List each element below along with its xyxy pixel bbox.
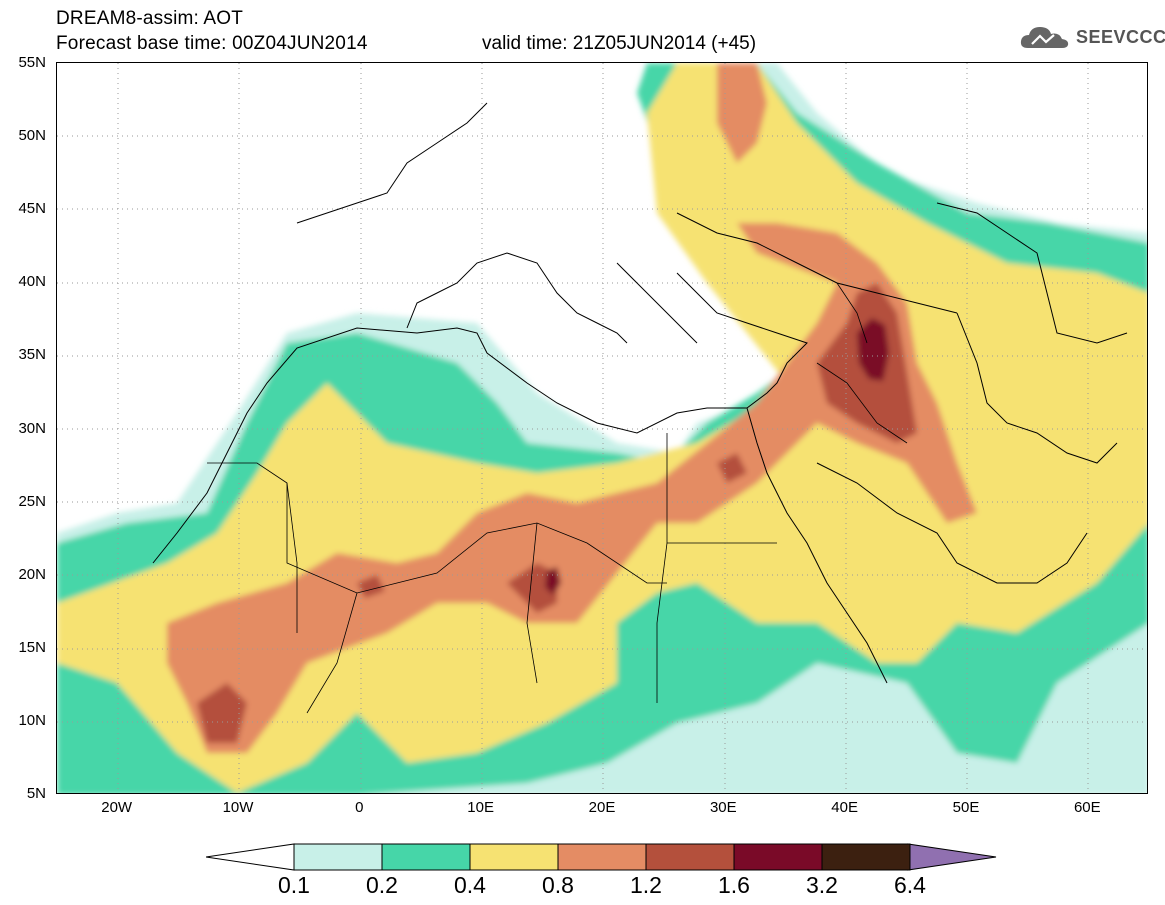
colorbar-segment <box>557 843 647 871</box>
lat-label: 20N <box>18 565 46 583</box>
forecast-base-time: Forecast base time: 00Z04JUN2014 <box>56 33 368 54</box>
aot-level-0-8-north <box>717 63 767 163</box>
lat-label: 35N <box>18 346 46 364</box>
lon-label: 20E <box>588 799 616 816</box>
colorbar <box>205 842 998 872</box>
colorbar-under-arrow <box>205 843 295 871</box>
aot-level-1-2-west <box>197 683 247 743</box>
map-title: DREAM8-assim: AOT <box>56 8 244 29</box>
colorbar-label: 0.2 <box>366 872 398 898</box>
aot-level-1-2-egypt <box>717 453 747 483</box>
aot-level-1-6-chad <box>545 567 561 595</box>
seevccc-logo: SEEVCCC <box>1018 22 1165 52</box>
map-area[interactable] <box>56 62 1148 794</box>
colorbar-label: 6.4 <box>894 872 926 898</box>
lat-label: 25N <box>18 492 46 510</box>
colorbar-label: 3.2 <box>806 872 838 898</box>
colorbar-segment <box>733 843 823 871</box>
lon-label: 30E <box>709 799 737 816</box>
lat-label: 5N <box>26 785 46 802</box>
colorbar-label: 0.4 <box>454 872 486 898</box>
aot-level-1-2-sahel <box>507 563 557 613</box>
lon-label: 10W <box>222 799 254 816</box>
lat-label: 45N <box>18 200 46 218</box>
aot-field-map <box>57 63 1147 793</box>
lon-label: 0 <box>355 799 364 816</box>
cloud-icon <box>1020 27 1069 48</box>
aot-shading <box>57 63 1147 793</box>
colorbar-over-arrow <box>907 843 997 871</box>
colorbar-label: 0.8 <box>542 872 574 898</box>
colorbar-segment <box>821 843 911 871</box>
colorbar-segment <box>293 843 383 871</box>
lat-label: 10N <box>18 711 46 729</box>
colorbar-segment <box>381 843 471 871</box>
colorbar-label: 1.6 <box>718 872 750 898</box>
lon-label: 40E <box>831 799 858 816</box>
lat-label: 30N <box>18 419 46 437</box>
lat-label: 15N <box>18 638 46 656</box>
aot-level-1-2-mali <box>357 575 385 598</box>
lon-label: 20W <box>101 799 133 816</box>
colorbar-label: 1.2 <box>630 872 662 898</box>
colorbar-segment <box>469 843 559 871</box>
lat-label: 40N <box>18 273 46 291</box>
valid-time: valid time: 21Z05JUN2014 (+45) <box>482 33 757 54</box>
colorbar-label: 0.1 <box>278 872 310 898</box>
country-borders <box>207 282 908 714</box>
lon-label: 50E <box>952 799 980 816</box>
lat-label: 50N <box>18 127 46 145</box>
lon-label: 10E <box>467 799 494 816</box>
lon-label: 60E <box>1073 799 1101 816</box>
coastlines <box>152 102 1128 684</box>
aot-level-0-8 <box>167 223 977 753</box>
colorbar-segment <box>645 843 735 871</box>
logo-text: SEEVCCC <box>1076 26 1165 47</box>
lat-label: 55N <box>18 54 46 71</box>
aot-level-1-6 <box>857 318 889 381</box>
